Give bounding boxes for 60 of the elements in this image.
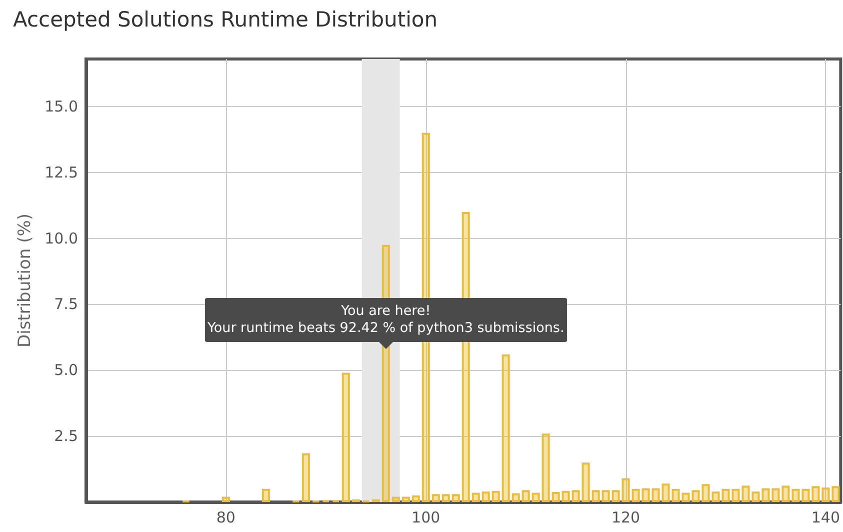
bar: [622, 478, 630, 502]
x-tick-label: 100: [412, 508, 440, 526]
bar: [262, 488, 270, 502]
y-tick-label: 5.0: [54, 361, 78, 380]
bar: [752, 491, 760, 502]
y-tick-label: 10.0: [44, 229, 78, 248]
bar: [412, 495, 420, 502]
y-axis-title: Distribution (%): [15, 214, 36, 348]
bar: [832, 486, 840, 502]
bar: [512, 493, 520, 502]
bar: [702, 484, 710, 502]
bar: [452, 494, 460, 502]
bar: [642, 488, 650, 502]
bar: [692, 490, 700, 502]
bar: [402, 496, 410, 502]
bar: [532, 492, 540, 502]
bar: [442, 494, 450, 502]
bar: [582, 462, 590, 502]
bar: [222, 496, 230, 502]
bar: [682, 492, 690, 502]
bar: [762, 488, 770, 502]
bar: [802, 488, 810, 502]
bar: [812, 486, 820, 502]
bar: [662, 484, 670, 502]
x-tick-label: 140: [811, 508, 840, 526]
bar: [502, 354, 510, 502]
bar: [592, 490, 600, 502]
y-tick-label: 7.5: [54, 295, 78, 314]
bar: [472, 492, 480, 502]
x-tick-label: 120: [611, 508, 640, 526]
bar: [482, 491, 490, 502]
annotation: You are here! Your runtime beats 92.42 % of python3 submissions.: [204, 298, 567, 342]
bar: [392, 496, 400, 502]
bar: [612, 490, 620, 502]
bar: [602, 490, 610, 502]
bar: [522, 490, 530, 502]
bar: [572, 490, 580, 502]
y-tick-label: 12.5: [44, 163, 78, 182]
y-tick-label: 15.0: [44, 97, 78, 116]
bar: [342, 372, 350, 502]
bar: [432, 494, 440, 502]
bar: [712, 491, 720, 502]
bar: [722, 488, 730, 502]
chart-title: Accepted Solutions Runtime Distribution: [13, 8, 438, 32]
bar: [782, 486, 790, 502]
bar: [542, 433, 550, 502]
bar: [492, 490, 500, 502]
bar: [652, 488, 660, 502]
bar: [302, 453, 310, 502]
bar: [742, 486, 750, 502]
bar: [552, 492, 560, 502]
bar: [732, 488, 740, 502]
y-tick-label: 2.5: [54, 427, 78, 446]
bar: [792, 488, 800, 502]
bar: [632, 488, 640, 502]
bar: [562, 490, 570, 502]
bar: [672, 488, 680, 502]
bar: [772, 488, 780, 502]
bar: [822, 487, 830, 502]
x-tick-label: 80: [216, 508, 236, 526]
